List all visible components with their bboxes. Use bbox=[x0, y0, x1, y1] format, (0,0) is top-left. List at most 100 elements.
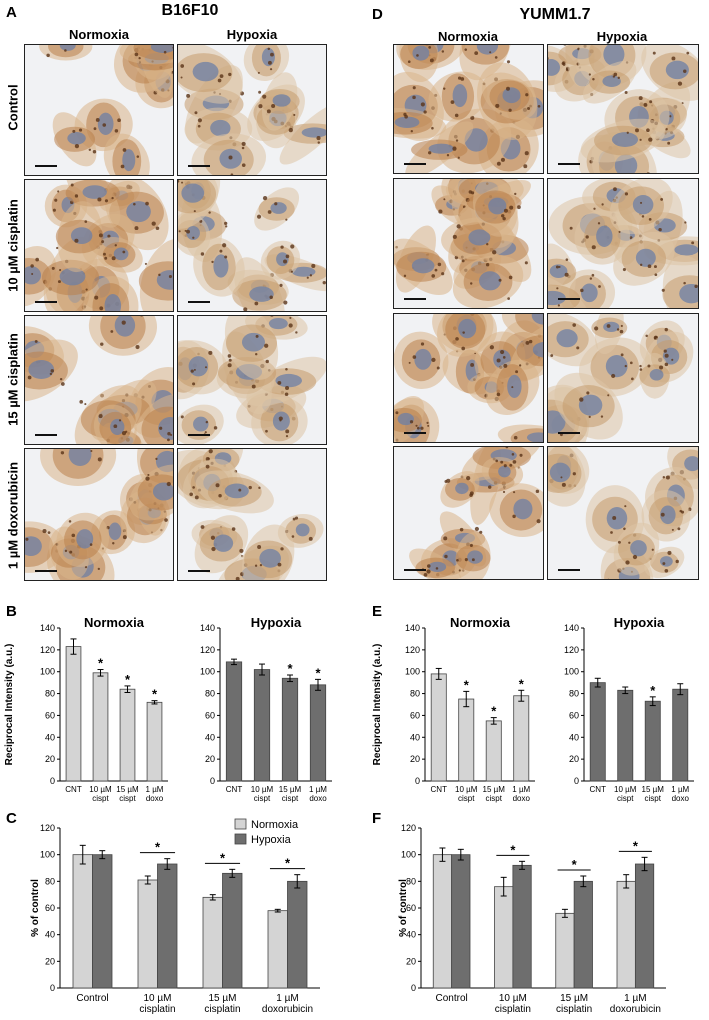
panel-letter-c: C bbox=[6, 810, 17, 827]
x-tick-label: 1 µM bbox=[276, 993, 298, 1004]
bar bbox=[430, 673, 447, 782]
legend-swatch bbox=[234, 833, 247, 845]
bar bbox=[617, 689, 634, 782]
bar-normoxia bbox=[616, 880, 636, 989]
x-tick-label: 15 µM bbox=[209, 993, 237, 1004]
scale-bar bbox=[404, 432, 426, 434]
y-axis-label: Reciprocal Intensity (a.u.) bbox=[372, 644, 383, 766]
scale-bar bbox=[558, 298, 580, 300]
bar-normoxia bbox=[267, 910, 288, 989]
micrograph-a-normoxia-doxo bbox=[24, 448, 174, 581]
row-label-a-cis10: 10 µM cisplatin bbox=[5, 199, 21, 292]
x-tick-label: CNT bbox=[590, 785, 607, 794]
x-tick-label: cispt bbox=[254, 794, 271, 803]
bar-hypoxia bbox=[451, 854, 471, 989]
significance-star: * bbox=[633, 838, 639, 853]
col-head-d-normoxia: Normoxia bbox=[438, 29, 498, 44]
x-tick-label: 10 µM bbox=[614, 785, 637, 794]
y-tick-label: 80 bbox=[205, 689, 215, 699]
scale-bar bbox=[35, 570, 57, 572]
x-tick-label: 15 µM bbox=[483, 785, 506, 794]
y-axis-label: % of control bbox=[398, 879, 409, 937]
error-bar bbox=[294, 874, 301, 889]
x-tick-label: cisplatin bbox=[556, 1004, 592, 1015]
x-tick-label: 1 µM bbox=[671, 785, 689, 794]
bar bbox=[146, 701, 163, 782]
significance-star: * bbox=[510, 842, 516, 857]
bar-normoxia bbox=[202, 896, 223, 989]
significance-star: * bbox=[125, 672, 131, 687]
chart-title: Normoxia bbox=[84, 615, 145, 630]
y-tick-label: 40 bbox=[45, 930, 55, 940]
scale-bar bbox=[35, 165, 57, 167]
bar bbox=[513, 695, 530, 782]
error-bar bbox=[70, 638, 77, 655]
y-tick-label: 0 bbox=[411, 983, 416, 993]
significance-star: * bbox=[519, 676, 525, 691]
y-tick-label: 120 bbox=[200, 645, 215, 655]
significance-star: * bbox=[152, 687, 158, 702]
micrograph-a-hypoxia-doxo bbox=[177, 448, 327, 581]
error-bar bbox=[677, 683, 684, 696]
x-tick-label: doxo bbox=[309, 794, 327, 803]
significance-star: * bbox=[287, 661, 293, 676]
bar-normoxia bbox=[72, 854, 93, 989]
legend-label: Normoxia bbox=[251, 819, 299, 831]
x-tick-label: cispt bbox=[645, 794, 662, 803]
significance-star: * bbox=[464, 677, 470, 692]
x-tick-label: CNT bbox=[431, 785, 448, 794]
error-bar bbox=[490, 717, 497, 725]
x-tick-label: Control bbox=[436, 993, 468, 1004]
y-tick-label: 120 bbox=[40, 645, 55, 655]
micrograph-a-normoxia-cis15 bbox=[24, 315, 174, 445]
x-tick-label: doxorubicin bbox=[610, 1004, 661, 1015]
y-tick-label: 60 bbox=[45, 710, 55, 720]
error-bar bbox=[435, 667, 442, 680]
y-tick-label: 80 bbox=[45, 876, 55, 886]
legend-swatch bbox=[234, 818, 247, 830]
y-tick-label: 20 bbox=[569, 754, 579, 764]
y-tick-label: 20 bbox=[410, 754, 420, 764]
bar-hypoxia bbox=[92, 854, 113, 989]
y-tick-label: 120 bbox=[405, 645, 420, 655]
error-bar bbox=[151, 700, 158, 705]
y-tick-label: 100 bbox=[564, 667, 579, 677]
y-tick-label: 100 bbox=[40, 850, 55, 860]
error-bar bbox=[79, 844, 86, 865]
x-tick-label: 10 µM bbox=[89, 785, 112, 794]
significance-star: * bbox=[650, 683, 656, 698]
y-tick-label: 100 bbox=[405, 667, 420, 677]
scale-bar bbox=[188, 570, 210, 572]
micrograph-a-hypoxia-cis15 bbox=[177, 315, 327, 445]
chart-c: 0 20 40 60 80 100 120 % of control Control * 10 µM… bbox=[30, 818, 320, 1015]
bar bbox=[65, 646, 82, 782]
y-tick-label: 120 bbox=[564, 645, 579, 655]
y-tick-label: 40 bbox=[410, 732, 420, 742]
scale-bar bbox=[35, 301, 57, 303]
y-tick-label: 140 bbox=[200, 623, 215, 633]
bar bbox=[672, 688, 689, 782]
y-tick-label: 140 bbox=[405, 623, 420, 633]
panel-letter-d: D bbox=[372, 6, 383, 23]
scale-bar bbox=[404, 569, 426, 571]
error-bar bbox=[622, 686, 629, 695]
x-tick-label: doxo bbox=[146, 794, 164, 803]
error-bar bbox=[231, 658, 237, 666]
significance-star: * bbox=[98, 656, 104, 671]
bar bbox=[458, 698, 475, 782]
x-tick-label: 15 µM bbox=[560, 993, 588, 1004]
scale-bar bbox=[558, 569, 580, 571]
y-tick-label: 80 bbox=[406, 876, 416, 886]
y-tick-label: 20 bbox=[406, 956, 416, 966]
x-tick-label: cisplatin bbox=[495, 1004, 531, 1015]
scale-bar bbox=[404, 298, 426, 300]
bar bbox=[92, 672, 109, 782]
y-tick-label: 120 bbox=[401, 823, 416, 833]
x-tick-label: 1 µM bbox=[146, 785, 164, 794]
y-axis-label: % of control bbox=[30, 879, 41, 937]
y-tick-label: 0 bbox=[50, 776, 55, 786]
bar-hypoxia bbox=[512, 864, 532, 989]
x-tick-label: doxo bbox=[513, 794, 531, 803]
y-tick-label: 40 bbox=[406, 930, 416, 940]
